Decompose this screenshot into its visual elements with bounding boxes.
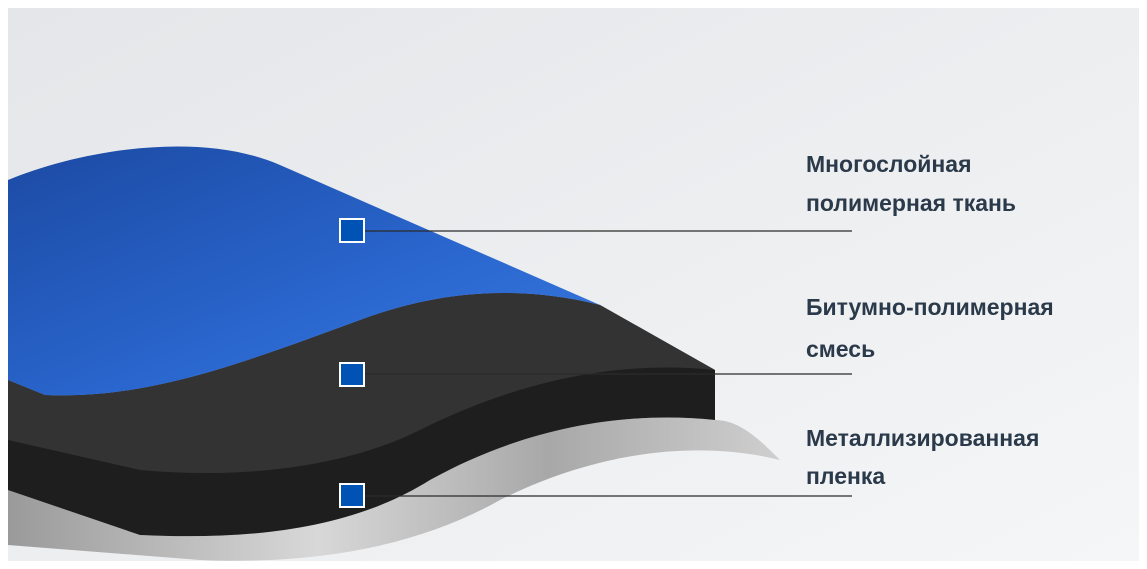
layer-label: полимерная ткань <box>806 190 1016 216</box>
layer-label: Битумно-полимерная <box>806 294 1054 320</box>
foil-layer <box>8 417 780 561</box>
fabric-layer <box>8 146 600 396</box>
leader-lines <box>365 230 852 497</box>
marker <box>339 362 365 387</box>
marker <box>339 218 365 243</box>
layer-label: Многослойная <box>806 151 972 177</box>
layer-label: смесь <box>806 336 875 362</box>
layer-label: Металлизированная <box>806 425 1039 451</box>
marker <box>339 483 365 508</box>
layer-label: пленка <box>806 463 885 489</box>
markers <box>339 218 365 508</box>
